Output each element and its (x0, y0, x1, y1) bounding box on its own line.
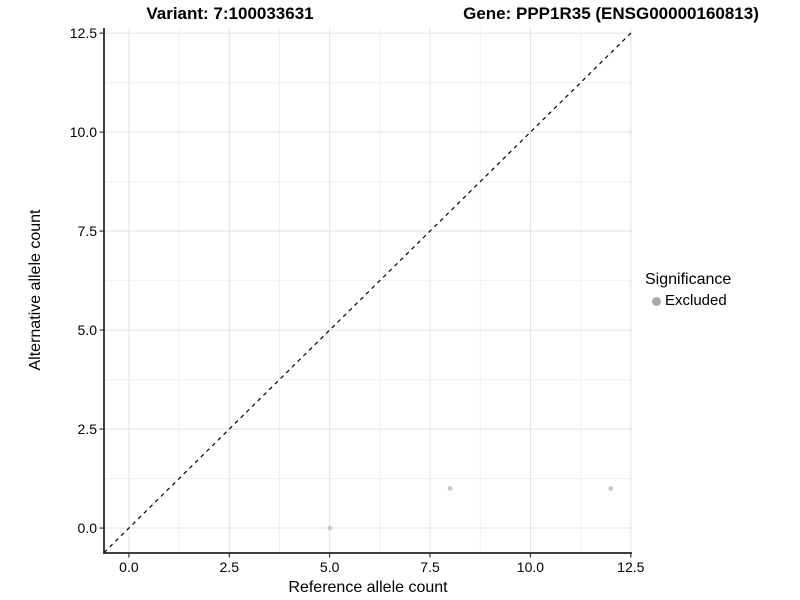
legend: Significance Excluded (645, 270, 731, 310)
x-tick-label: 10.0 (517, 559, 544, 575)
legend-item: Excluded (645, 292, 731, 310)
y-tick-label: 5.0 (78, 322, 98, 338)
y-tick-label: 0.0 (78, 520, 98, 536)
major-gridlines (104, 28, 632, 553)
y-axis-title: Alternative allele count (27, 209, 44, 371)
plot-title-gene: Gene: PPP1R35 (ENSG00000160813) (463, 4, 759, 23)
identity-line (103, 31, 633, 554)
y-tick-label: 2.5 (78, 421, 98, 437)
plot-title-variant: Variant: 7:100033631 (146, 4, 313, 23)
x-axis-title: Reference allele count (288, 579, 448, 596)
legend-items: Excluded (645, 292, 731, 310)
x-tick-label: 12.5 (617, 559, 644, 575)
y-tick-label: 12.5 (70, 25, 97, 41)
legend-item-label: Excluded (665, 292, 727, 309)
x-tick-label: 7.5 (420, 559, 440, 575)
legend-key-dot (652, 296, 661, 306)
legend-title: Significance (645, 271, 732, 288)
minor-gridlines (104, 28, 632, 553)
x-tick-label: 0.0 (119, 559, 139, 575)
axis-lines (103, 28, 632, 554)
x-tick-label: 5.0 (320, 559, 340, 575)
tick-labels: 0.0 2.5 5.0 7.5 10.0 12.5 0.0 2.5 5.0 7.5 10.0 12.5 (70, 25, 645, 575)
data-points (327, 486, 614, 531)
identity-dashed-line (103, 31, 633, 554)
data-point (447, 486, 453, 491)
x-tick-label: 2.5 (220, 559, 240, 575)
y-tick-label: 7.5 (78, 223, 98, 239)
tick-marks (99, 32, 632, 558)
data-point (608, 486, 614, 491)
data-point (327, 525, 332, 531)
y-tick-label: 10.0 (70, 124, 97, 140)
